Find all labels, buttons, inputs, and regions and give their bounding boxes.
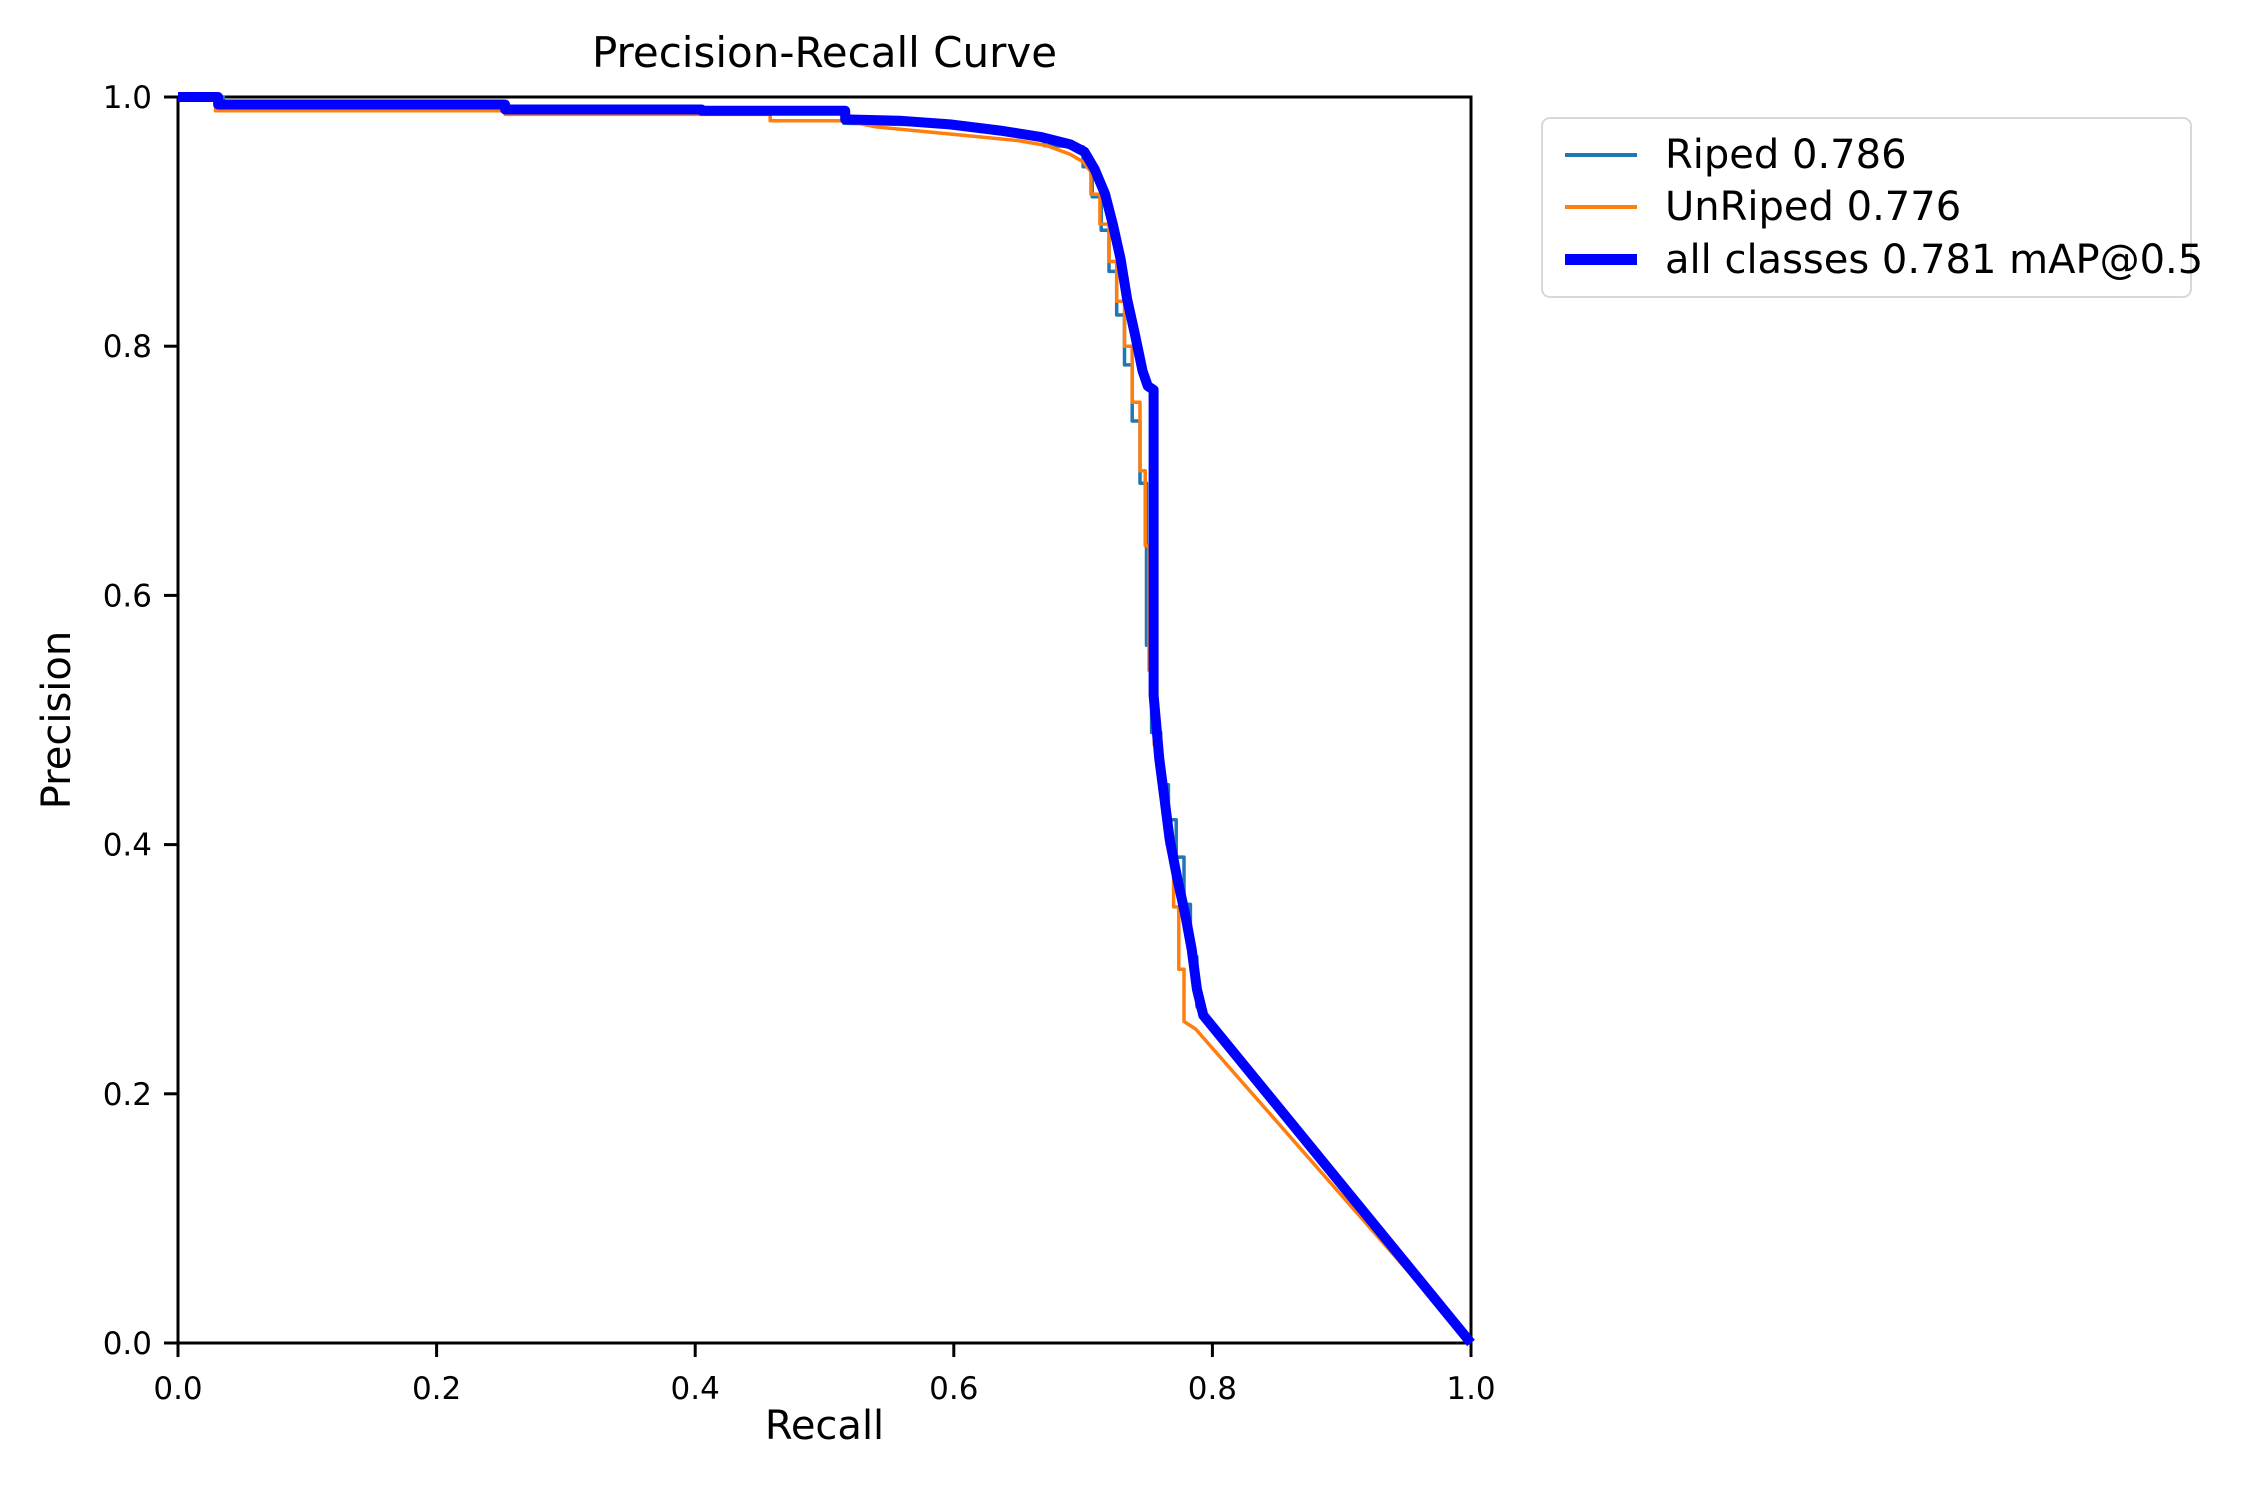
legend-item-riped: Riped 0.786: [1565, 132, 2180, 178]
y-tick-label: 0.8: [103, 329, 152, 365]
legend-item-all-classes: all classes 0.781 mAP@0.5: [1565, 237, 2203, 283]
y-tick-label: 0.0: [103, 1326, 152, 1362]
chart-title: Precision-Recall Curve: [591, 28, 1058, 77]
x-tick-label: 0.0: [153, 1371, 202, 1407]
series-riped: [178, 95, 1473, 1345]
x-tick-label: 1.0: [1446, 1371, 1495, 1407]
y-tick-label: 0.4: [103, 828, 152, 864]
legend: Riped 0.786 UnRiped 0.776 all classes 0.…: [1541, 117, 2203, 298]
legend-label-all-classes: all classes 0.781 mAP@0.5: [1665, 236, 2204, 283]
legend-label-riped: Riped 0.786: [1665, 132, 1907, 179]
plot-border: [176, 95, 1473, 1345]
x-tick-label: 0.6: [929, 1371, 978, 1407]
series-all-classes: [178, 92, 1475, 1347]
y-tick-label: 0.6: [103, 578, 152, 614]
x-tick-label: 0.4: [671, 1371, 720, 1407]
legend-item-unriped: UnRiped 0.776: [1565, 184, 2180, 230]
all-classes-line-swatch: [1565, 254, 1637, 266]
y-tick-label: 0.2: [103, 1077, 152, 1113]
series-unriped: [178, 95, 1473, 1345]
unriped-line-swatch: [1565, 205, 1637, 210]
x-tick-label: 0.2: [412, 1371, 461, 1407]
riped-line-swatch: [1565, 153, 1637, 158]
legend-label-unriped: UnRiped 0.776: [1665, 184, 1962, 231]
x-tick-label: 0.8: [1188, 1371, 1237, 1407]
y-tick-label: 1.0: [103, 80, 152, 116]
x-axis-label: Recall: [764, 1403, 885, 1449]
